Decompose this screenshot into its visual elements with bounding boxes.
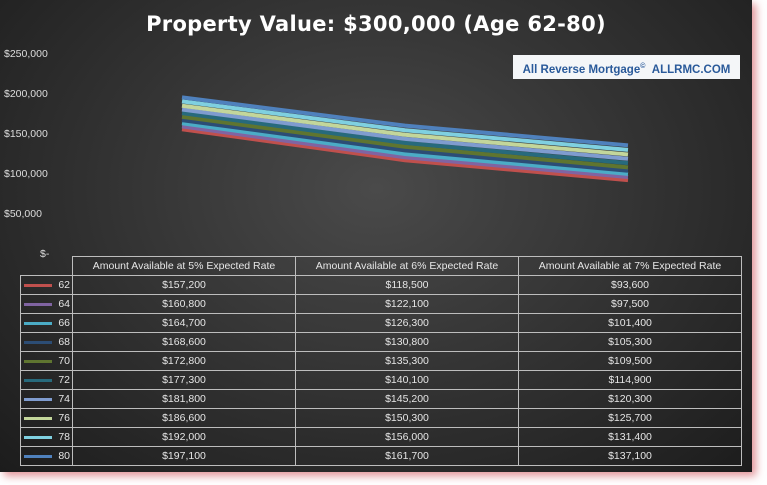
table-row: 70 $172,800 $135,300 $109,500	[20, 351, 742, 371]
data-label: $160,800	[72, 294, 296, 314]
data-label: $161,700	[295, 446, 519, 466]
data-label: $131,400	[518, 427, 742, 447]
data-label: $105,300	[518, 332, 742, 352]
data-label: $118,500	[295, 275, 519, 295]
y-tick-label: $-	[40, 248, 50, 260]
legend-label: 62	[58, 279, 70, 291]
table-row: 72 $177,300 $140,100 $114,900	[20, 370, 742, 390]
legend-entry: 70	[20, 351, 73, 371]
table-row: 62 $157,200 $118,500 $93,600	[20, 275, 742, 295]
y-tick-label: $250,000	[4, 48, 48, 60]
legend-swatch-icon	[24, 379, 52, 382]
badge-mark: ©	[640, 63, 646, 70]
data-label: $122,100	[295, 294, 519, 314]
legend-swatch-icon	[24, 341, 52, 344]
series-line-78	[181, 99, 629, 152]
y-tick-label: $50,000	[4, 208, 42, 220]
category-header: Amount Available at 5% Expected Rate	[72, 256, 296, 276]
data-label: $186,600	[72, 408, 296, 428]
legend-entry: 62	[20, 275, 73, 295]
y-tick-label: $150,000	[4, 128, 48, 140]
legend-label: 72	[58, 374, 70, 386]
data-label: $137,100	[518, 446, 742, 466]
legend-label: 68	[58, 336, 70, 348]
legend-label: 80	[58, 450, 70, 462]
data-label: $114,900	[518, 370, 742, 390]
legend-swatch-icon	[24, 417, 52, 420]
legend-label: 74	[58, 393, 70, 405]
data-label: $197,100	[72, 446, 296, 466]
data-label: $150,300	[295, 408, 519, 428]
series-line-70	[181, 114, 629, 170]
series-line-74	[181, 107, 629, 161]
legend-entry: 66	[20, 313, 73, 333]
series-line-68	[181, 118, 629, 173]
data-label: $93,600	[518, 275, 742, 295]
legend-label: 66	[58, 317, 70, 329]
table-row: 78 $192,000 $156,000 $131,400	[20, 427, 742, 447]
legend-entry: 78	[20, 427, 73, 447]
table-row: 80 $197,100 $161,700 $137,100	[20, 446, 742, 466]
data-label: $177,300	[72, 370, 296, 390]
data-label: $140,100	[295, 370, 519, 390]
watermark-badge: All Reverse Mortgage© ALLRMC.COM	[513, 55, 740, 79]
data-label: $125,700	[518, 408, 742, 428]
legend-swatch-icon	[24, 436, 52, 439]
badge-brand: All Reverse Mortgage	[522, 63, 641, 76]
data-label: $97,500	[518, 294, 742, 314]
table-row: 64 $160,800 $122,100 $97,500	[20, 294, 742, 314]
legend-label: 64	[58, 298, 70, 310]
data-label: $192,000	[72, 427, 296, 447]
legend-entry: 68	[20, 332, 73, 352]
y-tick-label: $200,000	[4, 88, 48, 100]
badge-site: ALLRMC.COM	[651, 63, 731, 76]
table-row: 68 $168,600 $130,800 $105,300	[20, 332, 742, 352]
series-line-66	[181, 121, 629, 176]
legend-swatch-icon	[24, 284, 52, 287]
series-line-62	[181, 127, 629, 183]
data-label: $126,300	[295, 313, 519, 333]
data-label: $156,000	[295, 427, 519, 447]
legend-label: 70	[58, 355, 70, 367]
chart-area: Property Value: $300,000 (Age 62-80) All…	[0, 0, 752, 472]
data-label: $101,400	[518, 313, 742, 333]
series-line-72	[181, 111, 629, 166]
legend-header-blank	[20, 256, 73, 276]
data-label: $157,200	[72, 275, 296, 295]
series-line-64	[181, 124, 629, 179]
legend-swatch-icon	[24, 303, 52, 306]
data-label: $130,800	[295, 332, 519, 352]
plot-lines	[181, 95, 629, 183]
series-line-80	[181, 95, 629, 148]
legend-entry: 80	[20, 446, 73, 466]
data-label: $135,300	[295, 351, 519, 371]
data-label: $109,500	[518, 351, 742, 371]
legend-label: 78	[58, 431, 70, 443]
series-line-76	[181, 103, 629, 157]
legend-entry: 74	[20, 389, 73, 409]
data-table: Amount Available at 5% Expected Rate Amou…	[20, 256, 742, 466]
data-label: $168,600	[72, 332, 296, 352]
legend-swatch-icon	[24, 455, 52, 458]
legend-entry: 64	[20, 294, 73, 314]
chart-title: Property Value: $300,000 (Age 62-80)	[146, 12, 606, 36]
legend-entry: 72	[20, 370, 73, 390]
legend-swatch-icon	[24, 360, 52, 363]
category-header: Amount Available at 7% Expected Rate	[518, 256, 742, 276]
table-row: 74 $181,800 $145,200 $120,300	[20, 389, 742, 409]
legend-label: 76	[58, 412, 70, 424]
data-label: $120,300	[518, 389, 742, 409]
data-label: $181,800	[72, 389, 296, 409]
legend-swatch-icon	[24, 398, 52, 401]
table-row: 66 $164,700 $126,300 $101,400	[20, 313, 742, 333]
data-label: $164,700	[72, 313, 296, 333]
y-tick-label: $100,000	[4, 168, 48, 180]
legend-swatch-icon	[24, 322, 52, 325]
category-header: Amount Available at 6% Expected Rate	[295, 256, 519, 276]
table-row: 76 $186,600 $150,300 $125,700	[20, 408, 742, 428]
data-label: $145,200	[295, 389, 519, 409]
data-label: $172,800	[72, 351, 296, 371]
legend-entry: 76	[20, 408, 73, 428]
